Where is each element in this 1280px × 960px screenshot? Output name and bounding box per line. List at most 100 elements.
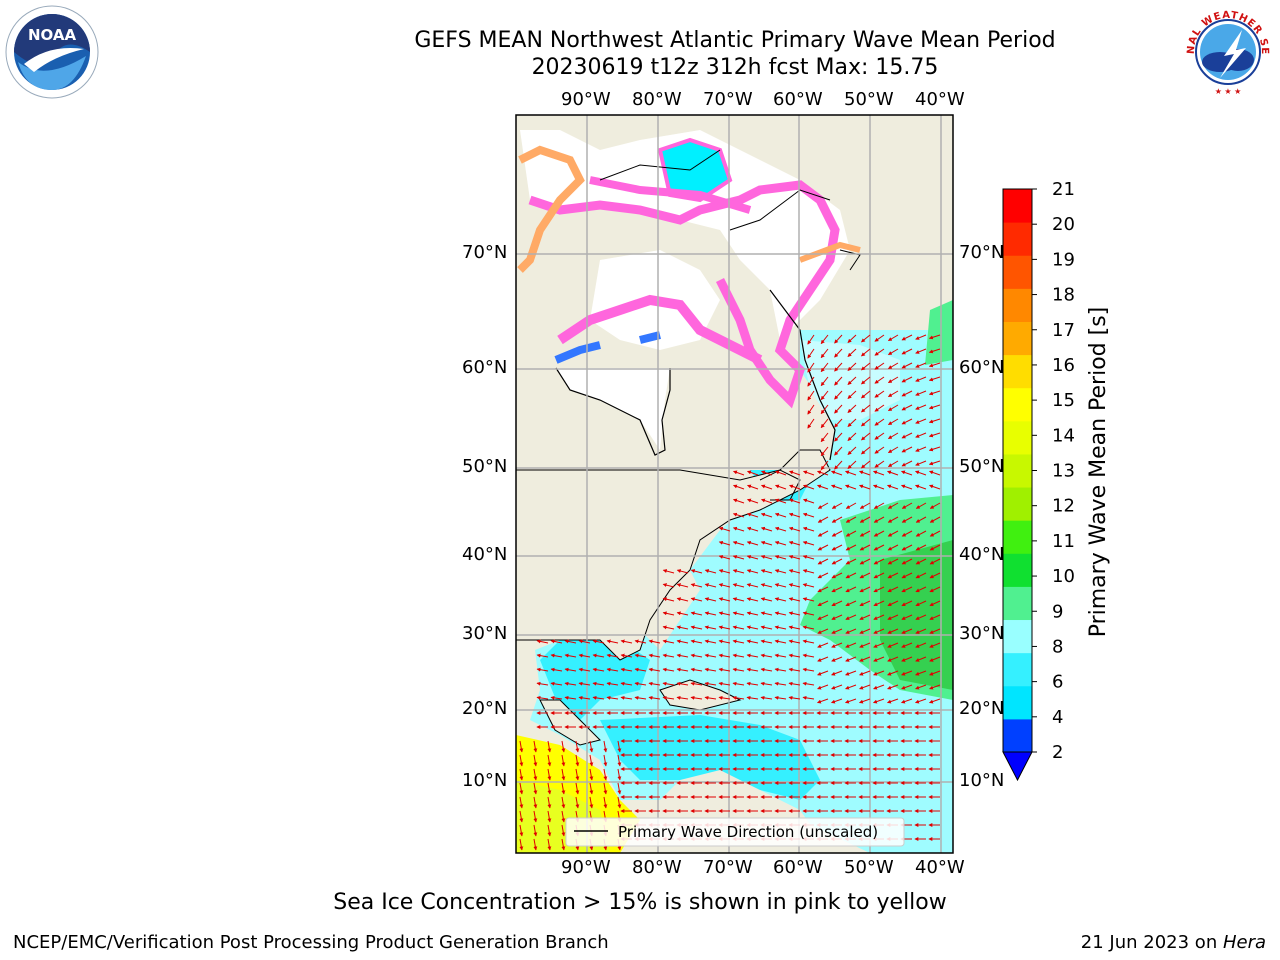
wave-arrow (847, 404, 857, 413)
wave-arrow (606, 681, 619, 686)
wave-arrow (874, 460, 885, 468)
wave-arrow (887, 334, 899, 342)
wave-arrow (915, 670, 927, 676)
wave-arrow (886, 484, 899, 490)
wave-arrow (915, 334, 927, 340)
wave-arrow (690, 667, 703, 672)
wave-arrow (873, 628, 885, 634)
wave-arrow (547, 824, 552, 837)
wave-arrow (831, 628, 843, 634)
wave-arrow (847, 390, 857, 399)
wave-arrow (847, 334, 857, 343)
wave-arrow (547, 810, 552, 823)
wave-arrow (820, 432, 829, 443)
wave-arrow (901, 432, 913, 439)
wave-arrow (533, 754, 538, 767)
colorbar-tick-label: 13 (1052, 461, 1075, 482)
wave-arrow (816, 484, 829, 490)
wave-arrow (817, 614, 829, 620)
wave-arrow (928, 334, 941, 340)
wave-arrow (774, 625, 787, 630)
wave-arrow (820, 390, 829, 401)
wave-arrow (718, 526, 731, 532)
wave-arrow (834, 348, 843, 358)
hudson-bay (556, 368, 670, 450)
wave-arrow (834, 390, 843, 400)
wave-arrow (874, 418, 885, 426)
wave-arrow (887, 530, 899, 537)
wave-arrow (519, 754, 524, 767)
wave-arrow (915, 656, 927, 662)
colorbar-segment (1003, 288, 1032, 322)
wave-arrow (834, 334, 843, 344)
wave-arrow (914, 698, 927, 704)
wave-arrow (860, 334, 871, 343)
lon-tick-top: 80°W (632, 89, 682, 110)
colorbar-tick-label: 16 (1052, 355, 1075, 376)
wave-arrow (774, 611, 787, 616)
wave-arrow (831, 642, 843, 648)
wave-arrow (901, 418, 913, 425)
wave-arrow (844, 470, 857, 476)
wave-arrow (746, 597, 759, 602)
lon-tick-top: 90°W (561, 89, 611, 110)
wave-arrow (662, 625, 675, 630)
wave-arrow (592, 667, 605, 672)
wave-arrow (561, 824, 566, 837)
wave-arrow (802, 583, 815, 588)
wave-arrow (887, 502, 899, 509)
wave-arrow (834, 376, 843, 386)
wave-arrow (617, 740, 622, 753)
wave-arrow (732, 583, 745, 588)
wave-arrow (860, 432, 871, 441)
wave-arrow (802, 653, 815, 658)
wave-arrow (830, 698, 843, 704)
wave-arrow (718, 653, 731, 658)
lat-tick-left: 60°N (462, 357, 508, 378)
lon-tick-bottom: 70°W (703, 857, 753, 878)
wave-arrow (845, 544, 857, 551)
wave-arrow (533, 782, 538, 795)
wave-arrow (774, 667, 787, 672)
wave-arrow (690, 569, 703, 574)
wave-arrow (845, 670, 857, 676)
wave-arrow (550, 653, 563, 658)
wave-arrow (817, 502, 829, 509)
wave-arrow (746, 681, 759, 686)
colorbar-segment (1003, 453, 1032, 488)
wave-arrow (928, 460, 941, 466)
wave-arrow (760, 695, 773, 700)
colorbar-segment (1003, 619, 1032, 654)
wave-arrow (820, 460, 829, 471)
wave-arrow (887, 362, 899, 370)
wave-arrow (788, 498, 801, 504)
wave-arrow (788, 695, 801, 700)
wave-arrow (648, 639, 661, 644)
wave-arrow (788, 526, 801, 532)
wave-arrow (732, 555, 745, 560)
wave-arrow (578, 681, 591, 686)
wave-arrow (533, 768, 538, 781)
wave-arrow (760, 555, 773, 560)
wave-arrow (886, 470, 899, 476)
wave-arrow (746, 667, 759, 672)
wave-arrow (519, 782, 524, 795)
wave-arrow (746, 639, 759, 644)
wave-arrow (928, 470, 941, 476)
wave-arrow (603, 782, 608, 795)
colorbar-tick-label: 15 (1052, 390, 1075, 411)
wave-arrow (533, 838, 538, 851)
wave-arrow (718, 583, 731, 588)
wave-arrow (859, 502, 871, 509)
noaa-logo-text: NOAA (28, 26, 77, 44)
wave-arrow (874, 362, 885, 370)
wave-arrow (592, 653, 605, 658)
wave-arrow (929, 656, 941, 662)
wave-arrow (662, 639, 675, 644)
wave-arrow (788, 583, 801, 588)
wave-arrow (704, 653, 717, 658)
wave-arrow (690, 653, 703, 658)
wave-arrow (620, 653, 633, 658)
colorbar-tick-label: 19 (1052, 249, 1075, 270)
wave-arrow (746, 611, 759, 616)
